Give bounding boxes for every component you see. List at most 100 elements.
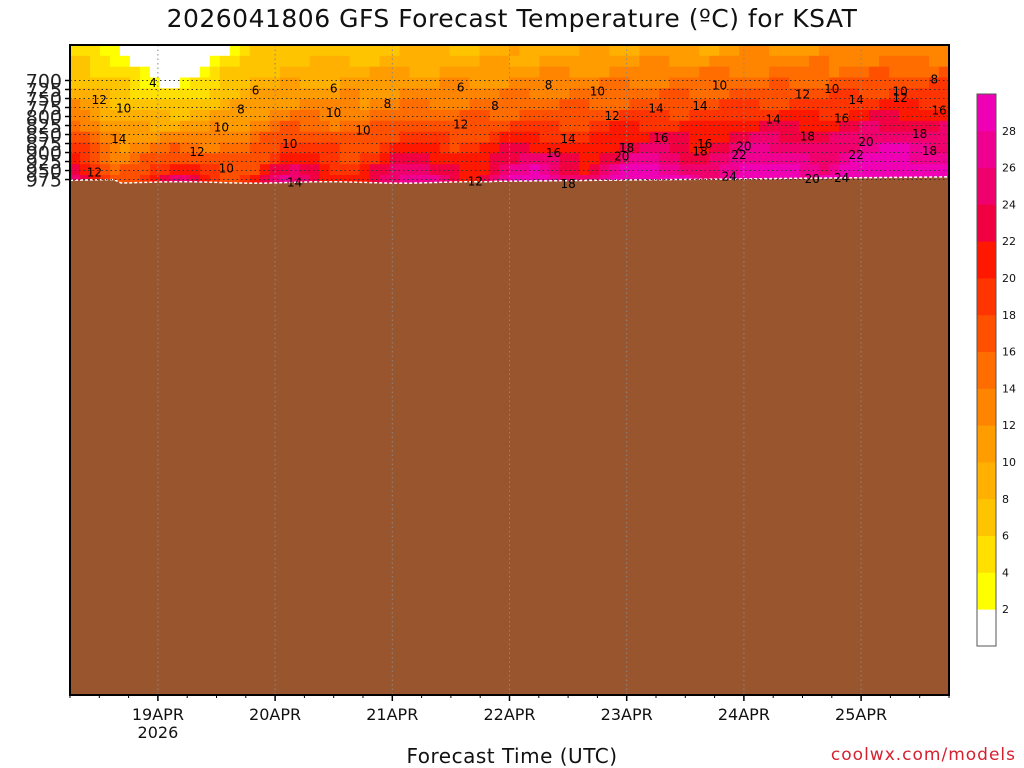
field-cell (509, 99, 521, 111)
field-cell (439, 45, 451, 57)
field-cell (469, 110, 481, 122)
field-cell (289, 131, 301, 144)
field-cell (559, 55, 570, 68)
field-cell (199, 45, 211, 57)
field-cell (110, 153, 121, 165)
field-cell (859, 99, 870, 111)
field-cell (179, 164, 191, 176)
field-cell (429, 153, 441, 165)
field-cell (719, 77, 730, 89)
field-cell (759, 164, 770, 176)
field-cell (709, 153, 720, 165)
field-cell (799, 88, 810, 100)
field-cell (889, 99, 900, 111)
field-cell (789, 77, 800, 89)
field-cell (529, 77, 541, 89)
field-cell (389, 120, 401, 133)
field-cell (279, 175, 291, 187)
field-cell (209, 99, 221, 111)
field-cell (259, 55, 271, 68)
field-cell (889, 153, 900, 165)
field-cell (769, 120, 780, 133)
field-cell (399, 164, 411, 176)
field-cell (569, 153, 580, 165)
field-cell (539, 164, 551, 176)
field-cell (449, 55, 461, 68)
field-cell (329, 77, 341, 89)
field-cell (299, 45, 311, 57)
field-cell (589, 88, 600, 100)
field-cell (739, 45, 750, 57)
field-cell (309, 175, 321, 187)
field-cell (699, 45, 710, 57)
field-cell (509, 164, 521, 176)
field-cell (90, 131, 101, 144)
field-cell (269, 142, 281, 154)
field-cell (289, 110, 301, 122)
field-cell (119, 175, 131, 187)
field-cell (579, 120, 590, 133)
field-cell (229, 88, 241, 100)
field-cell (269, 77, 281, 89)
field-cell (809, 131, 820, 144)
field-cell (569, 77, 580, 89)
field-cell (779, 110, 790, 122)
field-cell (319, 66, 331, 79)
field-cell (509, 142, 521, 154)
field-cell (299, 99, 311, 111)
field-cell (459, 131, 471, 144)
field-cell (609, 153, 620, 165)
field-cell (749, 99, 760, 111)
field-cell (709, 120, 720, 133)
field-cell (189, 55, 201, 68)
field-cell (839, 66, 850, 79)
field-cell (199, 153, 211, 165)
field-cell (699, 131, 710, 144)
field-cell (389, 55, 401, 68)
field-cell (309, 99, 321, 111)
field-cell (839, 153, 850, 165)
field-cell (139, 45, 151, 57)
field-cell (679, 77, 690, 89)
field-cell (839, 120, 850, 133)
field-cell (319, 99, 331, 111)
field-cell (149, 120, 161, 133)
field-cell (699, 153, 710, 165)
field-cell (519, 131, 531, 144)
field-cell (100, 66, 111, 79)
field-cell (229, 45, 241, 57)
field-cell (129, 164, 141, 176)
field-cell (869, 120, 880, 133)
field-cell (289, 77, 301, 89)
field-cell (659, 110, 670, 122)
field-cell (529, 99, 541, 111)
field-cell (329, 55, 341, 68)
field-cell (879, 77, 890, 89)
field-cell (80, 164, 91, 176)
field-cell (519, 45, 531, 57)
field-cell (369, 142, 381, 154)
field-cell (829, 131, 840, 144)
field-cell (369, 175, 381, 187)
field-cell (759, 66, 770, 79)
field-cell (299, 164, 311, 176)
field-cell (749, 55, 760, 68)
field-cell (719, 153, 730, 165)
field-cell (129, 131, 141, 144)
field-cell (479, 142, 491, 154)
field-cell (699, 99, 710, 111)
field-cell (70, 55, 81, 68)
field-cell (659, 99, 670, 111)
field-cell (829, 99, 840, 111)
field-cell (199, 164, 211, 176)
field-cell (639, 120, 650, 133)
field-cell (199, 88, 211, 100)
field-cell (419, 99, 431, 111)
field-cell (389, 110, 401, 122)
field-cell (319, 120, 331, 133)
field-cell (289, 153, 301, 165)
field-cell (359, 164, 371, 176)
field-cell (779, 88, 790, 100)
field-cell (469, 66, 481, 79)
field-cell (279, 45, 291, 57)
